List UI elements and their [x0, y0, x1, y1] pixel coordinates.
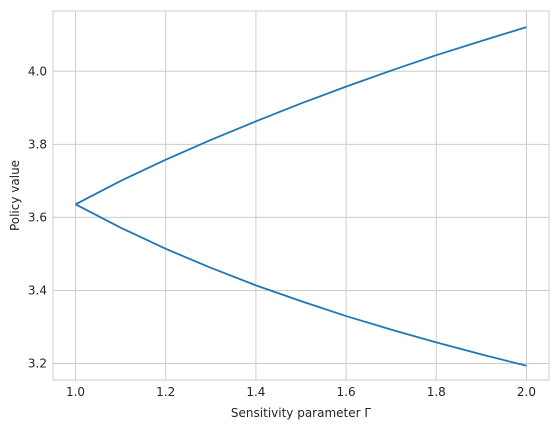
y-axis-label: Policy value [8, 160, 22, 231]
y-tick-label: 3.8 [28, 137, 47, 151]
x-tick-label: 1.4 [246, 385, 265, 399]
upper-bound-line [75, 26, 527, 206]
x-tick-label: 1.8 [427, 385, 446, 399]
plot-area [52, 10, 550, 381]
x-tick-label: 2.0 [517, 385, 536, 399]
x-tick-label: 1.0 [66, 385, 85, 399]
x-tick-label: 1.6 [337, 385, 356, 399]
lower-bound-line [75, 203, 527, 367]
x-axis-label: Sensitivity parameter Γ [231, 406, 371, 420]
y-tick-labels: 3.2 3.4 3.6 3.8 4.0 [28, 64, 47, 370]
grid-lines [53, 11, 549, 380]
y-tick-label: 3.4 [28, 283, 47, 297]
y-tick-label: 3.6 [28, 210, 47, 224]
series-layer [75, 26, 527, 367]
y-tick-label: 3.2 [28, 357, 47, 371]
x-tick-labels: 1.0 1.2 1.4 1.6 1.8 2.0 [66, 385, 536, 399]
y-tick-label: 4.0 [28, 64, 47, 78]
x-tick-label: 1.2 [156, 385, 175, 399]
